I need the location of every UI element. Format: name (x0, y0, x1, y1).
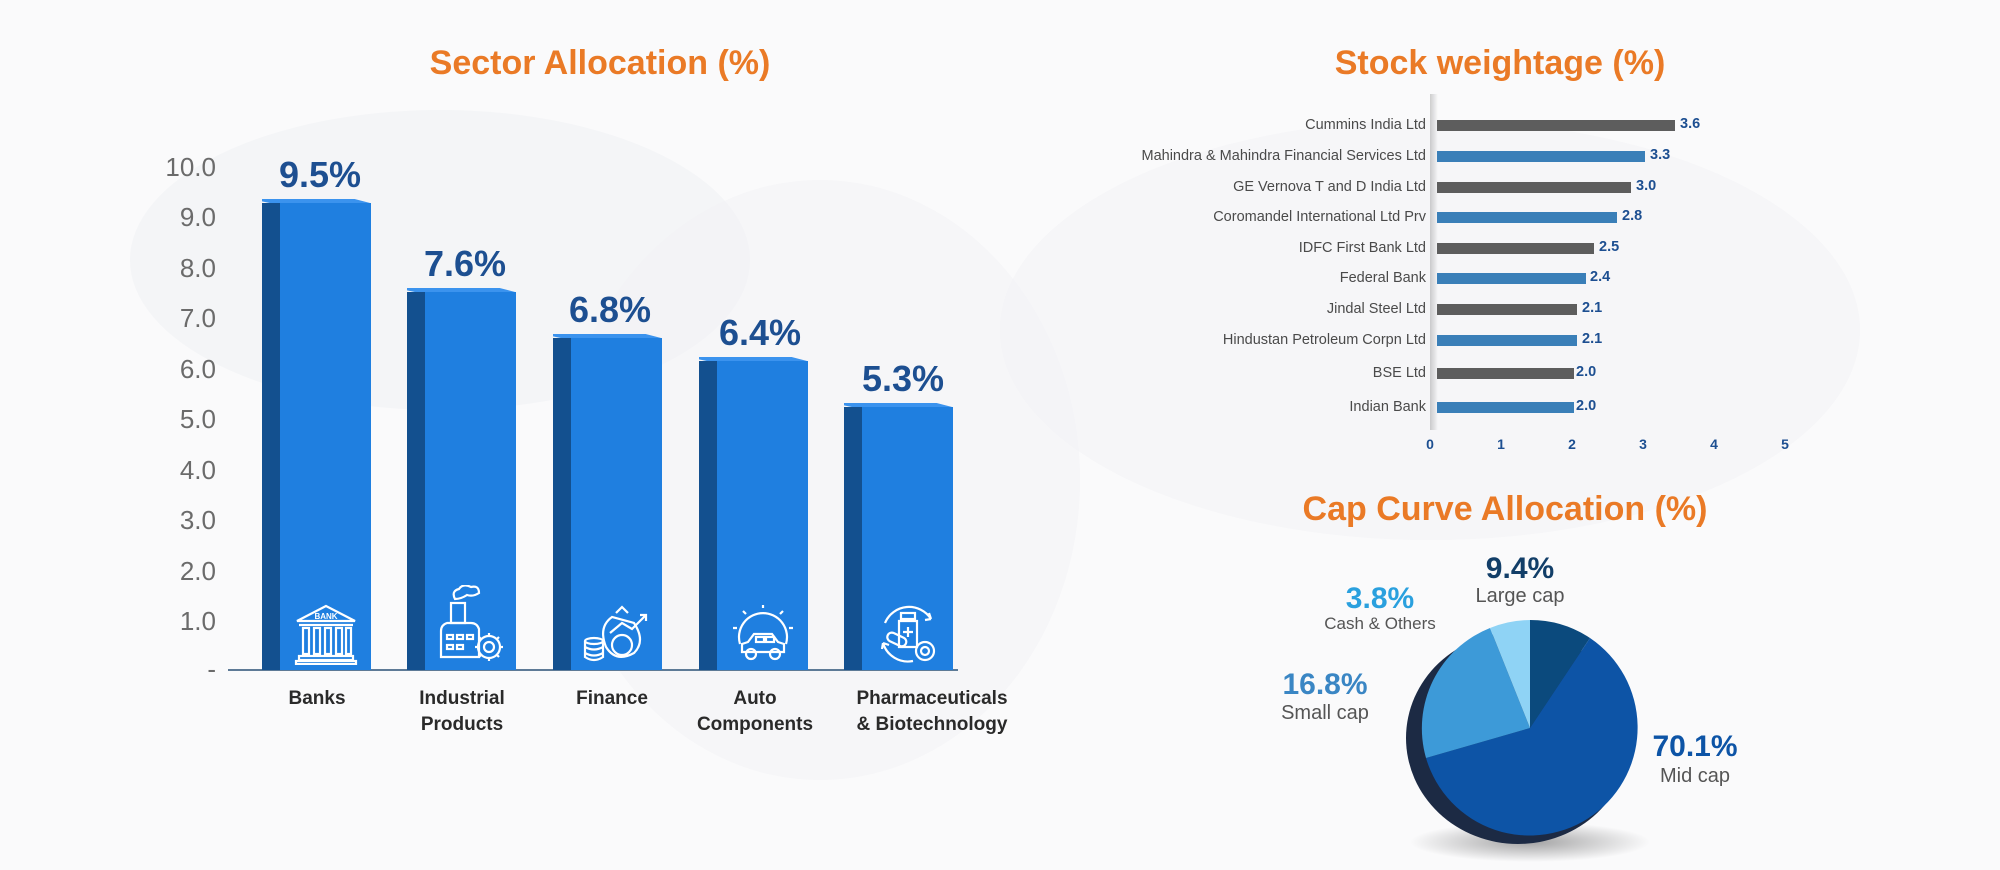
cap-chart-title: Cap Curve Allocation (%) (1302, 490, 1708, 528)
category-label-industrial-products: Industrial Products (419, 688, 505, 735)
stock-bar (1437, 273, 1586, 284)
category-label-auto-components: Auto Components (696, 688, 814, 735)
y-tick: 8.0 (179, 253, 216, 283)
stock-name: BSE Ltd (1372, 365, 1426, 381)
pie-slice-cash-others (1490, 620, 1530, 728)
y-tick: 2.0 (179, 556, 216, 586)
factory-icon (425, 584, 516, 666)
bar-finance (553, 334, 662, 670)
stock-bar (1437, 243, 1594, 254)
stock-name: Cummins India Ltd (1305, 117, 1426, 133)
stock-bar (1437, 402, 1574, 413)
bar-banks: BANK (262, 199, 371, 670)
background-map-shape (1000, 120, 1860, 540)
stock-bar (1437, 304, 1577, 315)
stock-name: Federal Bank (1339, 270, 1426, 286)
y-tick: - (207, 654, 216, 684)
y-tick: 4.0 (179, 455, 216, 485)
stock-value: 2.8 (1622, 208, 1643, 224)
sector-chart-title: Sector Allocation (%) (429, 44, 771, 82)
x-tick: 4 (1710, 436, 1718, 452)
bank-icon: BANK (280, 602, 371, 666)
cap-pie-chart (1406, 619, 1650, 862)
stock-y-axis (1430, 94, 1438, 430)
stock-value: 2.1 (1582, 300, 1603, 316)
stock-bar (1437, 120, 1675, 131)
x-tick: 3 (1639, 436, 1647, 452)
category-label-finance: Finance (576, 688, 648, 709)
bar-value-label: 6.8% (568, 289, 652, 330)
x-axis-line (228, 669, 958, 671)
x-tick: 0 (1426, 436, 1434, 452)
stock-name: Jindal Steel Ltd (1326, 301, 1426, 317)
money-growth-icon (571, 602, 662, 666)
stock-bar (1437, 182, 1631, 193)
stock-name: Hindustan Petroleum Corpn Ltd (1222, 332, 1426, 348)
stock-value: 2.0 (1576, 398, 1597, 414)
y-tick: 6.0 (179, 354, 216, 384)
category-label-pharmaceuticals: Pharmaceuticals & Biotechnology (856, 688, 1008, 735)
y-tick: 3.0 (179, 505, 216, 535)
stock-value: 3.3 (1650, 147, 1671, 163)
bar-pharmaceuticals-biotechnology (844, 403, 953, 670)
stock-value: 2.0 (1576, 364, 1597, 380)
stock-bar (1437, 212, 1617, 223)
stock-value: 3.0 (1636, 178, 1657, 194)
category-label-banks: Banks (288, 688, 346, 709)
bar-auto-components (699, 357, 808, 670)
bar-value-label: 9.5% (278, 154, 362, 195)
medicine-icon (862, 602, 953, 666)
bar-value-label: 6.4% (718, 312, 802, 353)
svg-text:BANK: BANK (314, 612, 337, 621)
car-gear-icon (717, 602, 808, 666)
stock-name: Coromandel International Ltd Prv (1213, 209, 1426, 225)
stock-bar (1437, 335, 1577, 346)
pie-slice-large-cap (1530, 619, 1590, 728)
x-tick: 5 (1781, 436, 1789, 452)
y-tick: 7.0 (179, 303, 216, 333)
stock-bar (1437, 368, 1574, 379)
pie-slice-small-cap (1421, 628, 1530, 758)
y-tick: 10.0 (165, 152, 216, 182)
stock-name: GE Vernova T and D India Ltd (1233, 179, 1426, 195)
stock-value: 3.6 (1680, 116, 1701, 132)
y-tick: 5.0 (179, 404, 216, 434)
stock-name: IDFC First Bank Ltd (1298, 240, 1426, 256)
stock-bar (1437, 151, 1645, 162)
stock-value: 2.4 (1590, 269, 1611, 285)
y-tick: 9.0 (179, 202, 216, 232)
stock-value: 2.1 (1582, 331, 1603, 347)
bar-industrial-products (407, 288, 516, 670)
y-tick: 1.0 (179, 606, 216, 636)
stock-chart-title: Stock weightage (%) (1334, 44, 1666, 82)
x-tick: 1 (1497, 436, 1505, 452)
stock-value: 2.5 (1599, 239, 1620, 255)
bar-value-label: 7.6% (423, 243, 507, 284)
bar-value-label: 5.3% (861, 358, 945, 399)
pie-slice-mid-cap (1426, 638, 1638, 836)
x-tick: 2 (1568, 436, 1576, 452)
stock-name: Mahindra & Mahindra Financial Services L… (1141, 148, 1427, 164)
stock-name: Indian Bank (1349, 399, 1426, 415)
